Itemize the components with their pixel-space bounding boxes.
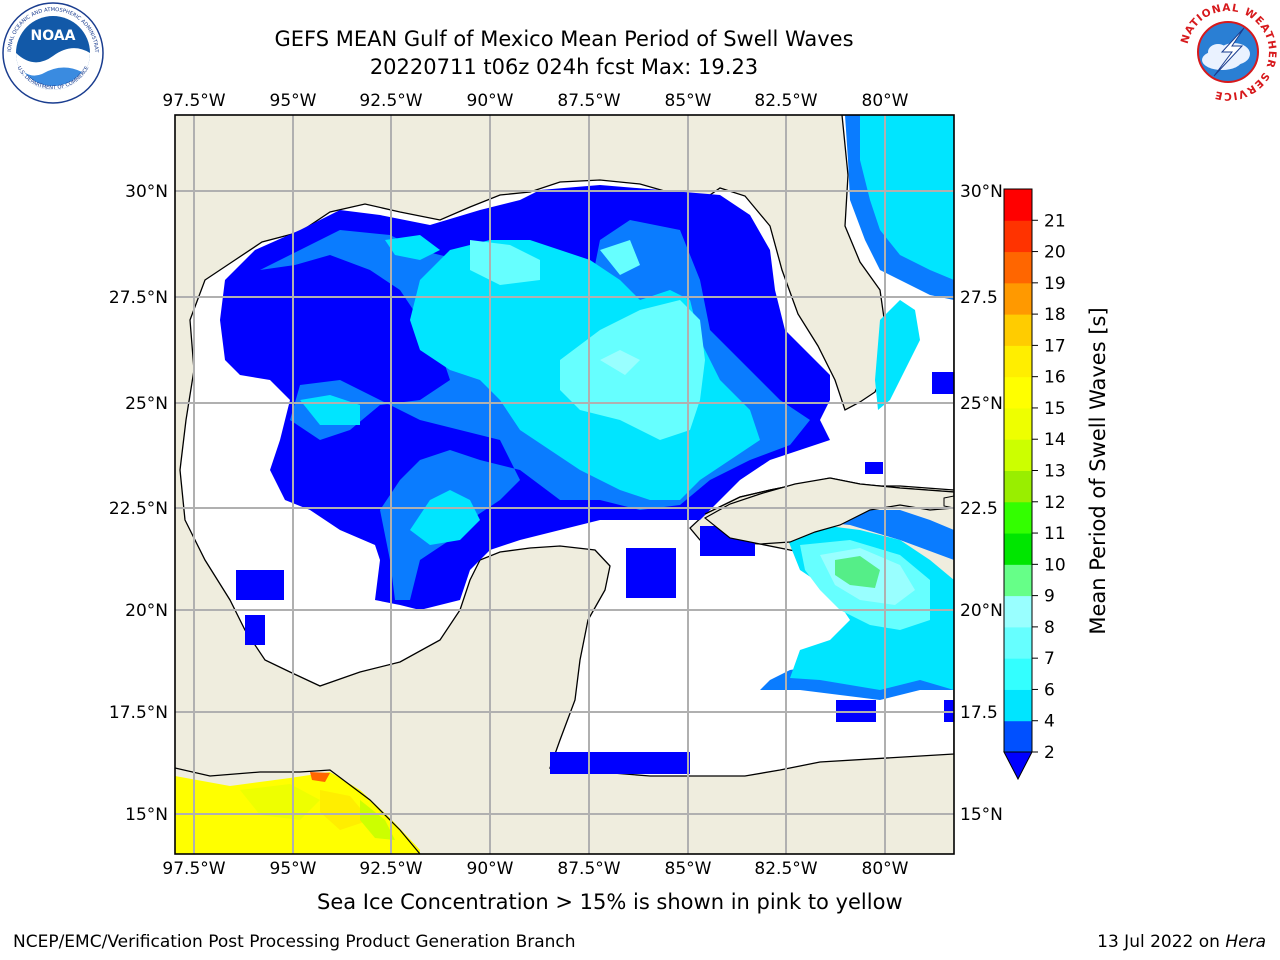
lon-label: 87.5°W [557,859,620,879]
lat-label: 30°N [125,182,168,202]
colorbar-tick-label: 17 [1044,336,1066,356]
coastline [175,767,421,854]
colorbar-segment [1004,251,1032,284]
lat-labels-right: 30°N 27.5 25°N 22.5 20°N 17.5 15°N [960,182,1003,825]
map-panel [175,115,954,854]
colorbar-tick-label: 15 [1044,399,1066,419]
lon-label: 90°W [467,859,514,879]
colorbar-tick-label: 2 [1044,743,1055,763]
lat-label: 17.5°N [109,703,168,723]
colorbar-tick-label: 6 [1044,680,1055,700]
colorbar-tick-label: 8 [1044,618,1055,638]
lat-label: 15°N [125,805,168,825]
colorbar-tick-label: 14 [1044,430,1066,450]
lon-label: 85°W [665,91,712,111]
colorbar-tick-label: 9 [1044,587,1055,607]
colorbar-segment [1004,439,1032,471]
footer-host: Hera [1225,932,1266,952]
swell-field-9-10s [835,556,880,588]
colorbar-segment [1004,626,1032,659]
colorbar-segment [1004,533,1032,565]
lon-label: 82.5°W [754,859,817,879]
colorbar-segment [1004,564,1032,597]
colorbar: 2 4 6 7 8 9 10 11 12 13 14 15 16 17 18 19 20 21 [1003,188,1066,781]
colorbar-segment [1004,470,1032,503]
lon-label: 97.5°W [162,91,225,111]
footer-date: 13 Jul 2022 on Hera [1097,932,1266,952]
colorbar-segment [1004,501,1032,534]
colorbar-tick-label: 7 [1044,649,1055,669]
colorbar-segment [1004,345,1032,378]
lat-label: 20°N [960,601,1003,621]
lat-label: 27.5°N [109,288,168,308]
lon-label: 95°W [270,859,317,879]
colorbar-tick-label: 16 [1044,368,1066,388]
lat-label: 22.5°N [109,499,168,519]
lon-labels-top: 97.5°W 95°W 92.5°W 90°W 87.5°W 85°W 82.5… [162,91,908,111]
colorbar-segment [1004,720,1032,753]
colorbar-segment [1004,407,1032,440]
colorbar-tick-label: 20 [1044,243,1066,263]
lon-label: 80°W [862,91,909,111]
hispaniola-like [943,495,954,509]
lat-label: 20°N [125,601,168,621]
colorbar-tick-label: 13 [1044,462,1066,482]
chart-title: GEFS MEAN Gulf of Mexico Mean Period of … [274,27,854,51]
sea-ice-caption: Sea Ice Concentration > 15% is shown in … [317,890,903,914]
colorbar-tick-label: 18 [1044,305,1066,325]
lon-label: 85°W [665,859,712,879]
lat-label: 25°N [125,394,168,414]
colorbar-tick-label: 21 [1044,211,1066,231]
lat-label: 17.5 [960,703,998,723]
nws-logo: NATIONAL WEATHER SERVICE [1179,2,1277,102]
colorbar-tick-label: 19 [1044,274,1066,294]
lat-labels-left: 30°N 27.5°N 25°N 22.5°N 20°N 17.5°N 15°N [109,182,168,825]
lon-label: 90°W [467,91,514,111]
map-frame [174,114,955,855]
lon-label: 92.5°W [359,91,422,111]
lon-label: 97.5°W [162,859,225,879]
colorbar-segment [1004,595,1032,628]
lat-label: 15°N [960,805,1003,825]
colorbar-tick-label: 12 [1044,493,1066,513]
lon-label: 95°W [270,91,317,111]
footer-branch: NCEP/EMC/Verification Post Processing Pr… [13,932,576,952]
lon-label: 82.5°W [754,91,817,111]
colorbar-tick-label: 4 [1044,712,1055,732]
colorbar-segment [1004,689,1032,722]
colorbar-segment [1004,376,1032,409]
footer-date-text: 13 Jul 2022 on [1097,932,1226,952]
chart-subtitle: 20220711 t06z 024h fcst Max: 19.23 [369,55,759,79]
lon-labels-bottom: 97.5°W 95°W 92.5°W 90°W 87.5°W 85°W 82.5… [162,859,908,879]
colorbar-label: Mean Period of Swell Waves [s] [1086,307,1110,634]
graticule [175,115,954,854]
colorbar-segment [1004,220,1032,253]
lon-label: 87.5°W [557,91,620,111]
colorbar-segment [1004,314,1032,346]
lat-label: 27.5 [960,288,998,308]
lat-label: 30°N [960,182,1003,202]
lon-label: 92.5°W [359,859,422,879]
noaa-wordmark: NOAA [31,28,76,44]
colorbar-segment [1004,189,1032,221]
colorbar-extend-triangle [1003,751,1033,781]
colorbar-tick-label: 10 [1044,555,1066,575]
colorbar-segment [1004,658,1032,690]
lat-label: 25°N [960,394,1003,414]
lon-label: 80°W [862,859,909,879]
colorbar-segment [1004,282,1032,315]
noaa-logo: NOAA NATIONAL OCEANIC AND ATMOSPHERIC AD… [2,2,104,104]
lat-label: 22.5 [960,499,998,519]
colorbar-tick-label: 11 [1044,524,1066,544]
